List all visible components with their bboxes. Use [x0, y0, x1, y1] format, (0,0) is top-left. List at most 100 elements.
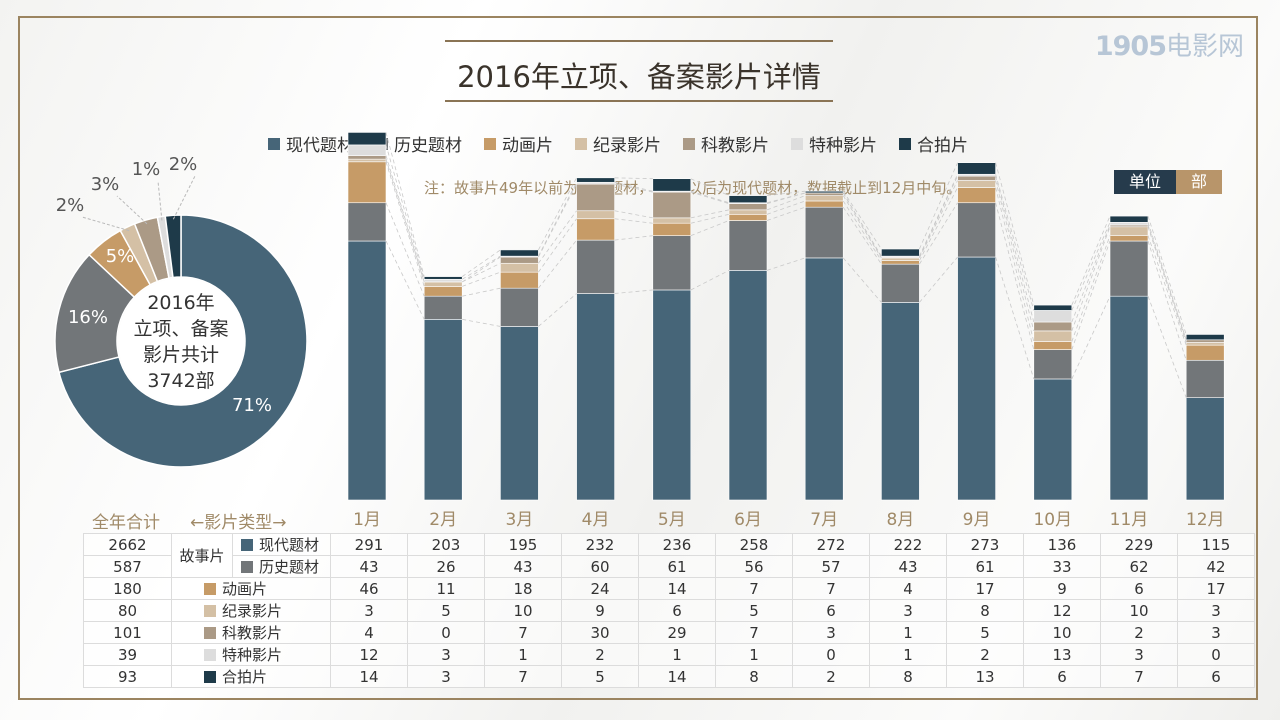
bar-segment	[1033, 330, 1073, 342]
legend-label: 科教影片	[701, 136, 769, 156]
table-cell: 13	[1023, 643, 1101, 666]
series-connector	[995, 174, 1035, 311]
unit-badge: 单位 部	[1114, 170, 1222, 194]
table-cell: 273	[946, 533, 1024, 556]
table-cell: 203	[407, 533, 485, 556]
table-cell: 232	[561, 533, 639, 556]
bar-segment	[500, 271, 539, 289]
bar-segment	[347, 155, 387, 160]
series-connector	[538, 210, 577, 264]
series-connector	[538, 177, 577, 251]
series-connector	[1147, 222, 1187, 340]
bar-segment	[423, 286, 463, 297]
series-connector	[385, 132, 425, 277]
table-cell: 3	[407, 665, 485, 688]
series-connector	[614, 183, 653, 193]
table-cell: 1	[638, 643, 716, 666]
pie-slice	[164, 214, 182, 279]
row-category: 纪录影片	[171, 599, 331, 622]
bar-segment	[804, 257, 844, 501]
bar-segment	[347, 161, 387, 204]
series-connector	[1071, 226, 1111, 332]
row-category-label: 现代题材	[259, 536, 320, 554]
row-category-label: 特种影片	[222, 646, 283, 664]
bar-segment	[881, 302, 920, 501]
pie-leader-line	[172, 175, 196, 220]
table-cell: 57	[792, 555, 870, 578]
table-cell: 3	[1177, 621, 1255, 644]
bar-segment	[957, 180, 996, 188]
table-cell: 7	[715, 577, 793, 600]
row-category-label: 科教影片	[222, 624, 283, 642]
table-cell: 43	[330, 555, 408, 578]
row-total: 93	[83, 665, 172, 688]
feature-film-label: 故事片	[171, 533, 233, 578]
series-connector	[385, 159, 425, 283]
pie-leader-line	[81, 216, 130, 232]
row-category-label: 合拍片	[222, 668, 268, 686]
table-cell: 8	[869, 665, 947, 688]
row-total: 80	[83, 599, 172, 622]
bar-segment	[576, 239, 615, 294]
bar-segment	[1185, 397, 1225, 501]
bar-segment	[881, 260, 920, 265]
data-table: 2662 故事片 现代题材 291 203 195 232 236 258 272 222 273 13…	[83, 533, 1255, 688]
bar-segment	[652, 222, 692, 236]
page-title: 2016年立项、备案影片详情	[457, 60, 821, 94]
legend-item: 动画片	[484, 131, 553, 156]
series-connector	[538, 293, 577, 327]
table-cell: 258	[715, 533, 793, 556]
row-category: 特种影片	[171, 643, 331, 666]
bar-segment	[804, 190, 844, 194]
series-connector	[842, 200, 882, 261]
bar-segment	[500, 256, 539, 264]
table-cell: 2	[946, 643, 1024, 666]
series-connector	[919, 256, 958, 303]
series-connector	[690, 178, 730, 196]
table-cell: 0	[1177, 643, 1255, 666]
series-connector	[690, 209, 730, 219]
series-connector	[614, 181, 653, 192]
bar-segment	[1109, 226, 1149, 236]
table-cell: 12	[1023, 599, 1101, 622]
bar-segment	[347, 144, 387, 156]
table-row: 39 特种影片 12 3 1 2 1 1 0 1 2 13 3 0	[83, 643, 1255, 666]
series-connector	[1071, 224, 1111, 323]
bar-segment	[728, 209, 768, 215]
table-cell: 12	[330, 643, 408, 666]
series-connector	[766, 257, 806, 271]
legend-swatch	[484, 137, 496, 150]
legend-item: 科教影片	[683, 131, 769, 156]
row-swatch	[241, 561, 253, 573]
unit-label: 单位	[1114, 170, 1176, 194]
table-cell: 42	[1177, 555, 1255, 578]
table-cell: 56	[715, 555, 793, 578]
table-cell: 3	[869, 599, 947, 622]
table-cell: 4	[330, 621, 408, 644]
table-cell: 7	[1100, 665, 1178, 688]
row-category-label: 历史题材	[259, 558, 320, 576]
table-cell: 11	[407, 577, 485, 600]
table-row: 80 纪录影片 3 5 10 9 6 5 6 3 8 12 10 3	[83, 599, 1255, 622]
table-cell: 3	[330, 599, 408, 622]
row-swatch	[241, 539, 253, 551]
series-connector	[614, 210, 653, 219]
bar-segment	[728, 214, 768, 221]
header-total: 全年合计	[92, 513, 160, 533]
row-total: 39	[83, 643, 172, 666]
series-connector	[1147, 296, 1187, 398]
table-cell: 61	[946, 555, 1024, 578]
legend-label: 合拍片	[917, 136, 968, 156]
series-connector	[538, 183, 577, 258]
title-block: 2016年立项、备案影片详情	[445, 40, 833, 102]
x-tick-label: 9月	[963, 510, 991, 530]
x-tick-label: 5月	[658, 510, 686, 530]
legend-swatch	[791, 137, 803, 150]
table-row: 101 科教影片 4 0 7 30 29 7 3 1 5 10 2 3	[83, 621, 1255, 644]
table-cell: 18	[484, 577, 562, 600]
legend-swatch	[575, 137, 587, 150]
bar-segment	[1109, 222, 1149, 226]
bar-segment	[728, 203, 768, 211]
x-tick-label: 2月	[429, 510, 457, 530]
